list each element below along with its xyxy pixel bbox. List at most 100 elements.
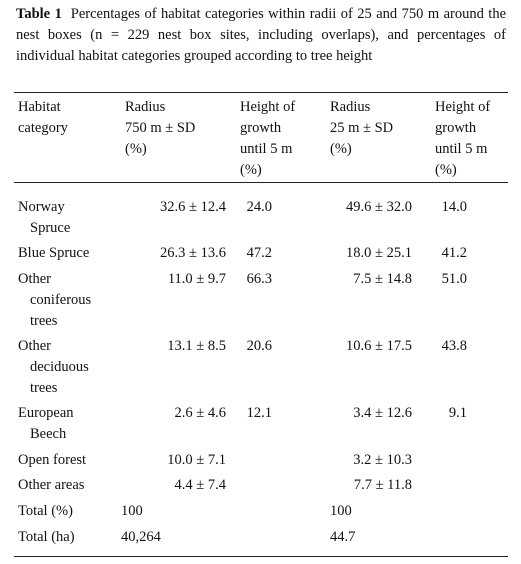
cell-line: 3.4 ± 12.6	[353, 405, 412, 421]
cell-line: growth	[240, 120, 282, 136]
header-cell: Radius 25 m ± SD (%)	[330, 97, 393, 160]
cell: 18.0 ± 25.1	[346, 243, 412, 264]
row-label: Blue Spruce	[18, 243, 89, 264]
cell-line: 3.2 ± 10.3	[353, 452, 412, 468]
cell-line: Radius	[330, 99, 371, 115]
cell-line: 26.3 ± 13.6	[160, 245, 226, 261]
cell: 3.4 ± 12.6	[353, 403, 412, 424]
cell: 7.5 ± 14.8	[353, 269, 412, 290]
cell-line: trees	[30, 313, 58, 329]
cell-line: Other areas	[18, 477, 85, 493]
cell-line: 40,264	[121, 529, 161, 545]
cell-line: 51.0	[441, 271, 467, 287]
cell-line: category	[18, 120, 68, 136]
cell: 4.4 ± 7.4	[175, 475, 226, 496]
cell-line: 41.2	[441, 245, 467, 261]
cell-line: Other	[18, 271, 52, 287]
row-label: European Beech	[18, 403, 74, 445]
cell-line: 100	[121, 503, 143, 519]
cell-line: 66.3	[246, 271, 272, 287]
rule	[14, 92, 508, 93]
cell-line: (%)	[125, 141, 147, 157]
cell-line: 43.8	[441, 338, 467, 354]
cell-line: Habitat	[18, 99, 61, 115]
cell-line: 12.1	[246, 405, 272, 421]
cell: 3.2 ± 10.3	[353, 450, 412, 471]
cell-line: 750 m ± SD	[125, 120, 196, 136]
cell: 100	[330, 501, 352, 522]
cell-line: Total (%)	[18, 503, 73, 519]
cell: 7.7 ± 11.8	[354, 475, 412, 496]
cell-line: 10.6 ± 17.5	[346, 338, 412, 354]
row-label: Norway Spruce	[18, 197, 70, 239]
cell-line: European	[18, 405, 74, 421]
cell-line: 7.7 ± 11.8	[353, 477, 412, 493]
cell-line: deciduous	[30, 359, 89, 375]
cell-line: (%)	[435, 162, 457, 178]
cell-line: 18.0 ± 25.1	[346, 245, 412, 261]
cell: 10.0 ± 7.1	[167, 450, 226, 471]
row-label: Open forest	[18, 450, 86, 471]
cell-line: 13.1 ± 8.5	[167, 338, 226, 354]
header-cell: Height of growth until 5 m (%)	[435, 97, 490, 181]
cell-line: 2.6 ± 4.6	[174, 405, 226, 421]
cell-line: 25 m ± SD	[330, 120, 394, 136]
cell: 11.0 ± 9.7	[168, 269, 226, 290]
cell-line: 44.7	[330, 529, 356, 545]
caption-text: Percentages of habitat categories within…	[16, 6, 507, 64]
cell-line: until 5 m	[240, 141, 293, 157]
cell-line: Beech	[30, 426, 67, 442]
cell-line: Blue Spruce	[18, 245, 90, 261]
table-label: Table 1	[16, 6, 62, 22]
rule	[14, 556, 508, 557]
cell: 12.1	[247, 403, 272, 424]
cell-line: 20.6	[246, 338, 272, 354]
cell: 20.6	[247, 336, 272, 357]
cell-line: Radius	[125, 99, 166, 115]
row-label: Total (ha)	[18, 527, 75, 548]
cell: 100	[121, 501, 143, 522]
row-label: Other deciduous trees	[18, 336, 89, 399]
cell: 2.6 ± 4.6	[175, 403, 226, 424]
cell: 40,264	[121, 527, 161, 548]
cell-line: Open forest	[18, 452, 87, 468]
cell-line: Height of	[435, 99, 491, 115]
cell-line: coniferous	[30, 292, 92, 308]
row-label: Other coniferous trees	[18, 269, 91, 332]
cell-line: Norway	[18, 199, 65, 215]
cell: 10.6 ± 17.5	[346, 336, 412, 357]
row-label: Other areas	[18, 475, 84, 496]
cell: 66.3	[247, 269, 272, 290]
cell: 32.6 ± 12.4	[160, 197, 226, 218]
cell: 13.1 ± 8.5	[167, 336, 226, 357]
cell: 41.2	[442, 243, 467, 264]
cell-line: 7.5 ± 14.8	[353, 271, 412, 287]
cell-line: 32.6 ± 12.4	[160, 199, 226, 215]
cell: 9.1	[449, 403, 467, 424]
header-cell: Height of growth until 5 m (%)	[240, 97, 295, 181]
cell-line: (%)	[330, 141, 352, 157]
header-cell: Radius 750 m ± SD (%)	[125, 97, 195, 160]
cell: 47.2	[247, 243, 272, 264]
cell-line: Total (ha)	[18, 529, 75, 545]
cell: 51.0	[442, 269, 467, 290]
header-cell: Habitat category	[18, 97, 68, 139]
rule	[14, 182, 508, 183]
cell-line: (%)	[240, 162, 262, 178]
cell: 44.7	[330, 527, 355, 548]
cell-line: trees	[30, 380, 58, 396]
cell: 26.3 ± 13.6	[160, 243, 226, 264]
cell-line: 49.6 ± 32.0	[346, 199, 412, 215]
cell: 43.8	[442, 336, 467, 357]
cell-line: 11.0 ± 9.7	[167, 271, 226, 287]
cell-line: growth	[435, 120, 477, 136]
cell-line: 47.2	[246, 245, 272, 261]
cell-line: 9.1	[448, 405, 467, 421]
cell-line: Other	[18, 338, 52, 354]
row-label: Total (%)	[18, 501, 73, 522]
cell-line: Spruce	[30, 220, 71, 236]
cell-line: Height of	[240, 99, 296, 115]
cell-line: 24.0	[246, 199, 272, 215]
cell-line: 100	[330, 503, 352, 519]
